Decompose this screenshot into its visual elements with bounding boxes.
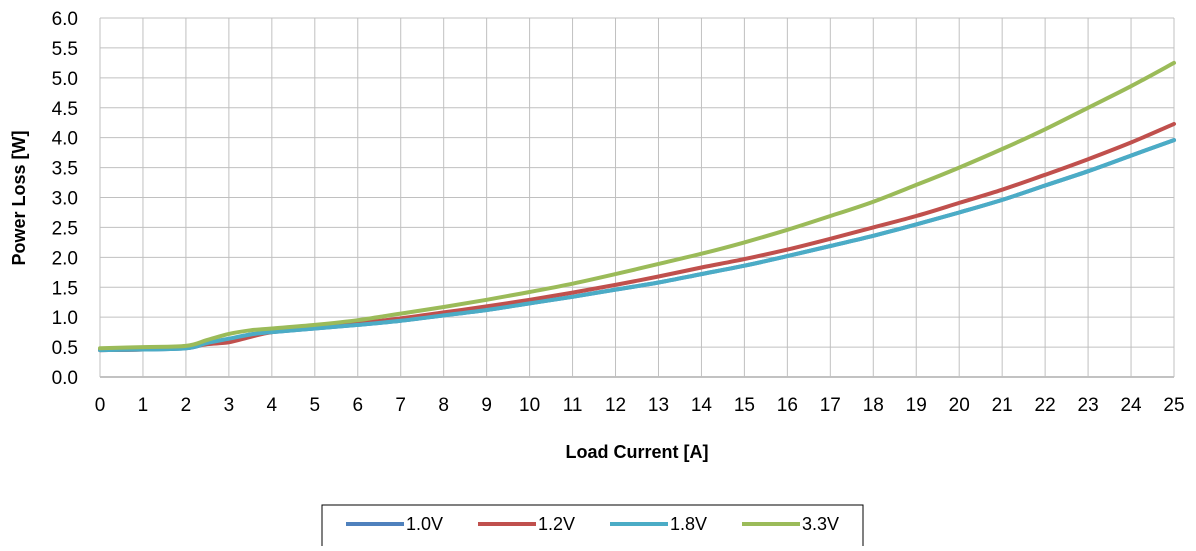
x-tick-label: 16 xyxy=(777,395,798,416)
y-tick-label: 5.5 xyxy=(52,39,78,60)
legend-items: 1.0V 1.2V 1.8V 3.3V xyxy=(346,514,839,534)
x-tick-label: 1 xyxy=(138,395,149,416)
series-line-1.2V xyxy=(98,121,1176,353)
x-tick-label: 12 xyxy=(605,395,626,416)
x-tick-label: 13 xyxy=(648,395,669,416)
x-tick-label: 10 xyxy=(519,395,540,416)
y-tick-label: 2.5 xyxy=(52,218,78,239)
x-tick-label: 15 xyxy=(734,395,755,416)
x-tick-label: 6 xyxy=(352,395,363,416)
x-tick-label: 4 xyxy=(267,395,278,416)
x-tick-label: 5 xyxy=(310,395,321,416)
x-tick-label: 0 xyxy=(95,395,106,416)
x-tick-label: 21 xyxy=(992,395,1013,416)
x-tick-label: 8 xyxy=(438,395,449,416)
x-tick-label: 17 xyxy=(820,395,841,416)
x-tick-label: 18 xyxy=(863,395,884,416)
x-tick-label: 19 xyxy=(906,395,927,416)
x-tick-label: 7 xyxy=(395,395,406,416)
x-tick-label: 3 xyxy=(224,395,235,416)
series-line-3.3V xyxy=(98,60,1176,351)
y-tick-label: 0.5 xyxy=(52,338,78,359)
legend-box xyxy=(321,504,864,551)
tick-labels: 0.0 0.5 1.0 1.5 2.0 2.5 3.0 3.5 4.0 4.5 5.0 5.5 6.0 0… xyxy=(52,9,1185,416)
y-tick-label: 0.0 xyxy=(52,368,78,389)
grid xyxy=(99,17,1175,378)
x-tick-label: 25 xyxy=(1163,395,1184,416)
series-lines xyxy=(98,60,1176,353)
y-tick-label: 4.0 xyxy=(52,129,78,150)
legend-label-1.2V: 1.2V xyxy=(538,514,575,534)
x-tick-label: 2 xyxy=(181,395,192,416)
x-tick-label: 9 xyxy=(481,395,492,416)
x-tick-label: 24 xyxy=(1120,395,1142,416)
x-tick-label: 20 xyxy=(949,395,970,416)
legend-label-3.3V: 3.3V xyxy=(802,514,839,534)
x-axis-title: Load Current [A] xyxy=(566,442,709,462)
series-line-1.0V xyxy=(98,138,1176,353)
series-line-1.8V xyxy=(98,138,1176,353)
y-tick-label: 4.5 xyxy=(52,99,78,120)
x-tick-label: 23 xyxy=(1078,395,1099,416)
y-tick-label: 2.0 xyxy=(52,248,78,269)
legend-label-1.8V: 1.8V xyxy=(670,514,707,534)
x-tick-label: 11 xyxy=(563,395,583,416)
y-tick-label: 5.0 xyxy=(52,69,78,90)
x-tick-label: 14 xyxy=(691,395,713,416)
y-axis-title: Power Loss [W] xyxy=(9,130,29,265)
y-tick-label: 1.0 xyxy=(52,308,78,329)
y-tick-label: 1.5 xyxy=(52,278,78,299)
x-tick-label: 22 xyxy=(1035,395,1056,416)
y-tick-label: 3.0 xyxy=(52,189,78,210)
legend: 1.0V 1.2V 1.8V 3.3V xyxy=(321,504,864,551)
y-tick-label: 6.0 xyxy=(52,9,78,30)
y-tick-label: 3.5 xyxy=(52,159,78,180)
legend-label-1.0V: 1.0V xyxy=(406,514,443,534)
